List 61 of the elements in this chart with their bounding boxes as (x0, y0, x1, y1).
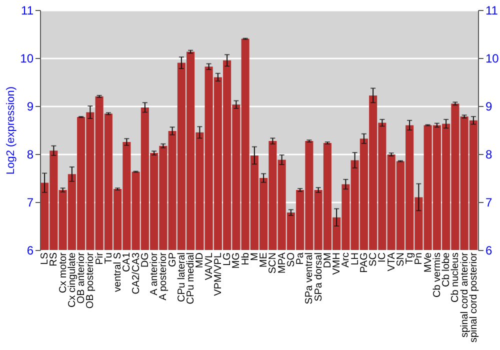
x-tick-label: Hb (240, 252, 252, 266)
x-tick-label: DG (140, 252, 151, 268)
y2-tick-label: 7 (486, 196, 492, 210)
y-tick-label: 11 (21, 4, 34, 18)
y2-tick-label: 10 (486, 52, 500, 66)
x-tick-label: LH (350, 252, 361, 266)
x-tick-label: A posterior (158, 252, 170, 300)
y2-tick-label: 9 (486, 100, 492, 114)
x-tick-label: SCN (268, 252, 279, 274)
x-tick-label: Cx cingulate (66, 252, 78, 308)
x-tick-label: OB posterior (85, 252, 96, 309)
x-tick-label: CPu medial (186, 252, 197, 304)
y2-tick-label: 11 (486, 4, 498, 18)
x-tick-label: Arc (340, 252, 352, 268)
y2-tick-label: 8 (486, 148, 492, 162)
x-tick-label: MVe (422, 252, 434, 273)
x-tick-label: VA/VL (204, 252, 215, 280)
x-tick-label: DM (322, 252, 334, 268)
x-tick-label: Tg (404, 252, 416, 264)
x-tick-label: LG (222, 252, 234, 266)
x-tick-label: Cb vermis (432, 252, 443, 298)
x-tick-label: SPa dorsal (313, 252, 324, 302)
x-tick-label: GP (167, 252, 178, 267)
y-tick-label: 7 (26, 196, 34, 210)
y-tick-label: 9 (26, 100, 34, 114)
x-tick-label: ME (258, 252, 270, 268)
y-tick-label: 10 (20, 52, 34, 66)
x-tick-label: VMH (332, 252, 343, 275)
x-tick-label: VPM/VPL (212, 252, 224, 296)
x-tick-label: Cb lobe (441, 252, 452, 287)
x-tick-label: Tu (103, 252, 114, 264)
x-tick-label: spinal cord anterior (459, 252, 470, 338)
x-tick-label: CA1 (122, 252, 133, 272)
x-tick-label: Cx motor (58, 252, 69, 294)
x-tick-label: SN (395, 252, 406, 266)
x-tick-label: RS (48, 252, 60, 266)
x-tick-label: CPu lateral (176, 252, 188, 302)
x-tick-label: PAG (358, 252, 370, 273)
x-tick-label: Pn (414, 252, 425, 265)
x-tick-label: A anterior (149, 252, 160, 296)
y-tick-label: 6 (26, 244, 34, 258)
x-tick-label: SPa ventral (304, 252, 316, 304)
x-tick-label: Cb nucleus (450, 252, 462, 303)
x-tick-label: IC (377, 252, 388, 262)
x-tick-label: VTA (386, 252, 398, 272)
x-tick-label: MPA (276, 252, 288, 274)
y-axis-title: Log2 (expression) (5, 86, 18, 175)
x-tick-label: Pa (295, 252, 306, 265)
y2-tick-label: 6 (486, 244, 492, 258)
x-tick-label: CA2/CA3 (130, 252, 142, 294)
x-tick-label: Pir (94, 252, 106, 265)
x-tick-label: SO (286, 252, 297, 267)
x-tick-label: LS (40, 252, 51, 265)
x-tick-label: M (249, 252, 260, 261)
x-tick-label: ventral S (112, 252, 124, 292)
x-tick-label: MD (194, 252, 206, 268)
x-tick-label: OB anterior (76, 252, 88, 304)
x-tick-label: SC (368, 252, 380, 266)
x-tick-label: MG (231, 252, 242, 269)
y-tick-label: 8 (26, 148, 34, 162)
x-tick-label: spinal cord posterior (468, 252, 480, 343)
